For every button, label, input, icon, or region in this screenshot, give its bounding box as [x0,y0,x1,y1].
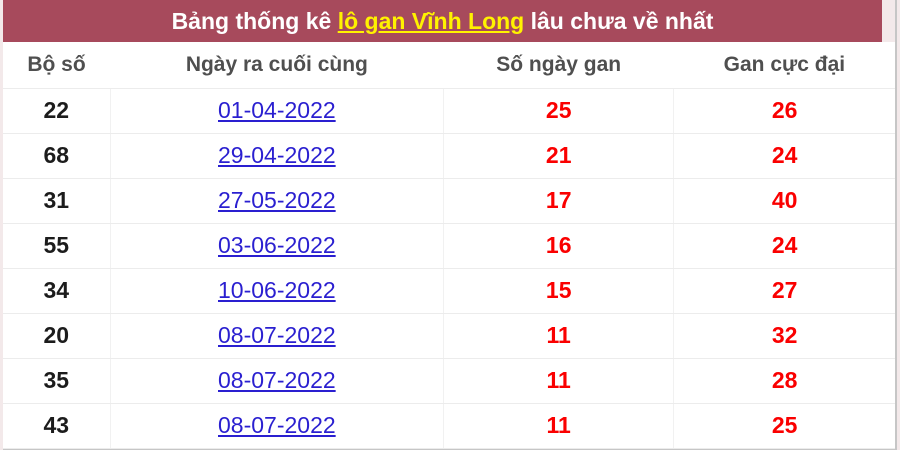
column-header-ngay-ra-cuoi-cung: Ngày ra cuối cùng [110,42,444,89]
cell-ngay-ra: 08-07-2022 [109,313,444,359]
table-row: 43 08-07-2022 11 25 [3,403,895,449]
cell-bo-so: 31 [3,178,111,224]
table-row: 20 08-07-2022 11 32 [3,313,895,359]
cell-ngay-ra: 10-06-2022 [109,268,444,314]
cell-gan-cuc-dai: 24 [673,223,895,269]
cell-bo-so: 34 [3,268,111,314]
cell-ngay-ra: 27-05-2022 [109,178,444,224]
table-row: 34 10-06-2022 15 27 [3,268,895,314]
cell-bo-so: 68 [3,133,111,179]
cell-so-ngay-gan: 25 [443,88,674,134]
header-row: Bộ số Ngày ra cuối cùng Số ngày gan Gan … [3,42,895,89]
date-link[interactable]: 29-04-2022 [218,142,336,168]
cell-so-ngay-gan: 11 [443,313,674,359]
title-link[interactable]: lô gan Vĩnh Long [337,8,525,34]
cell-ngay-ra: 08-07-2022 [109,358,444,404]
title-row: Bảng thống kê lô gan Vĩnh Long lâu chưa … [3,0,895,42]
cell-so-ngay-gan: 11 [443,358,674,404]
date-link[interactable]: 10-06-2022 [218,277,336,303]
cell-so-ngay-gan: 16 [443,223,674,269]
cell-so-ngay-gan: 15 [443,268,674,314]
column-header-gan-cuc-dai: Gan cực đại [673,42,895,89]
date-link[interactable]: 08-07-2022 [218,412,336,438]
date-link[interactable]: 27-05-2022 [218,187,336,213]
page-title: Bảng thống kê lô gan Vĩnh Long lâu chưa … [3,0,882,42]
table-row: 68 29-04-2022 21 24 [3,133,895,179]
cell-bo-so: 55 [3,223,111,269]
table-header: Bộ số Ngày ra cuối cùng Số ngày gan Gan … [3,42,895,89]
date-link[interactable]: 03-06-2022 [218,232,336,258]
date-link[interactable]: 01-04-2022 [218,97,336,123]
cell-gan-cuc-dai: 27 [673,268,895,314]
table-row: 35 08-07-2022 11 28 [3,358,895,404]
cell-gan-cuc-dai: 32 [673,313,895,359]
cell-gan-cuc-dai: 25 [673,403,895,449]
title-gap [882,0,895,42]
table-body: 22 01-04-2022 25 26 68 29-04-2022 21 24 … [3,88,895,449]
cell-so-ngay-gan: 21 [443,133,674,179]
cell-so-ngay-gan: 11 [443,403,674,449]
title-text-prefix: Bảng thống kê [171,8,338,34]
column-header-so-ngay-gan: Số ngày gan [443,42,674,89]
cell-bo-so: 43 [3,403,111,449]
cell-gan-cuc-dai: 40 [673,178,895,224]
cell-gan-cuc-dai: 26 [673,88,895,134]
cell-ngay-ra: 08-07-2022 [109,403,444,449]
lo-gan-stats-table: Bộ số Ngày ra cuối cùng Số ngày gan Gan … [3,42,895,449]
cell-ngay-ra: 03-06-2022 [109,223,444,269]
title-text-suffix: lâu chưa về nhất [524,8,714,34]
table-row: 31 27-05-2022 17 40 [3,178,895,224]
cell-bo-so: 20 [3,313,111,359]
column-header-bo-so: Bộ số [3,42,111,89]
table-row: 22 01-04-2022 25 26 [3,88,895,134]
date-link[interactable]: 08-07-2022 [218,322,336,348]
date-link[interactable]: 08-07-2022 [218,367,336,393]
lo-gan-statistics-panel: Bảng thống kê lô gan Vĩnh Long lâu chưa … [3,0,897,450]
cell-bo-so: 22 [3,88,111,134]
cell-ngay-ra: 29-04-2022 [109,133,444,179]
cell-ngay-ra: 01-04-2022 [109,88,444,134]
cell-bo-so: 35 [3,358,111,404]
cell-gan-cuc-dai: 24 [673,133,895,179]
cell-so-ngay-gan: 17 [443,178,674,224]
table-row: 55 03-06-2022 16 24 [3,223,895,269]
cell-gan-cuc-dai: 28 [673,358,895,404]
